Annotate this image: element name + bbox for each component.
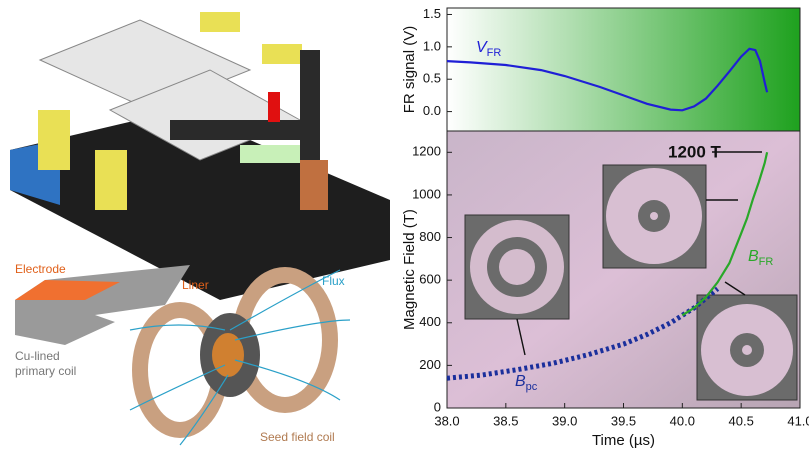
label-primary-coil: Cu-lined <box>15 349 60 363</box>
y-tick-label: 600 <box>419 272 441 287</box>
x-axis-label: Time (µs) <box>592 432 655 449</box>
y-tick-label: 1200 <box>412 144 441 159</box>
y-tick-label: 400 <box>419 314 441 329</box>
x-tick-label: 38.5 <box>493 413 518 428</box>
panel-background <box>447 8 800 131</box>
legend-subscript: pc <box>526 381 538 393</box>
y-tick-label: 0 <box>434 399 441 414</box>
y-tick-label: 0.0 <box>423 103 441 118</box>
y-axis-label: FR signal (V) <box>401 26 418 114</box>
x-tick-label: 40.5 <box>729 413 754 428</box>
y-tick-label: 1000 <box>412 186 441 201</box>
legend-name: B <box>748 248 759 265</box>
figure: Electrode Liner Flux Cu-lined primary co… <box>0 0 809 456</box>
label-liner: Liner <box>182 278 209 292</box>
label-electrode: Electrode <box>15 262 66 276</box>
x-tick-label: 41.0 <box>787 413 809 428</box>
y-tick-label: 200 <box>419 357 441 372</box>
annotation: 1200 T <box>668 142 722 161</box>
x-tick-label: 39.0 <box>552 413 577 428</box>
label-primary-coil: primary coil <box>15 364 76 378</box>
y-tick-label: 800 <box>419 229 441 244</box>
legend-subscript: FR <box>759 256 774 268</box>
x-tick-label: 38.0 <box>434 413 459 428</box>
y-tick-label: 1.5 <box>423 6 441 21</box>
label-flux: Flux <box>322 274 345 288</box>
y-axis-label: Magnetic Field (T) <box>401 209 418 330</box>
label-seed-coil: Seed field coil <box>260 430 335 444</box>
x-tick-label: 40.0 <box>670 413 695 428</box>
y-tick-label: 0.5 <box>423 71 441 86</box>
x-tick-label: 39.5 <box>611 413 636 428</box>
legend-name: B <box>515 373 526 390</box>
y-tick-label: 1.0 <box>423 38 441 53</box>
legend-subscript: FR <box>487 47 502 59</box>
apparatus-render <box>10 12 390 300</box>
